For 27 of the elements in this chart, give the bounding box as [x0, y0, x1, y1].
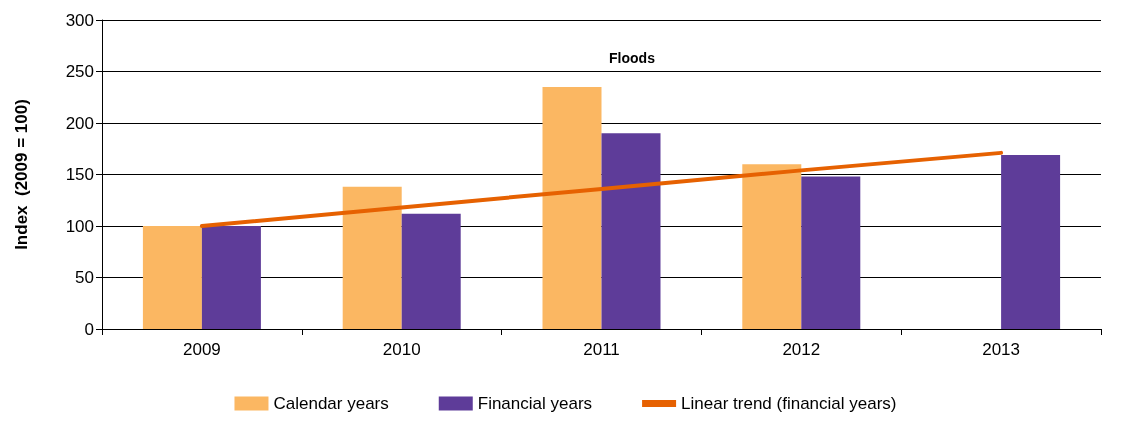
- y-axis-title: Index (2009 = 100): [12, 99, 31, 250]
- x-tick-label: 2010: [382, 340, 421, 359]
- bar: [342, 186, 402, 329]
- bar: [742, 164, 802, 329]
- text: Floods: [609, 50, 656, 66]
- bar: [201, 226, 261, 329]
- y-tick-label: 100: [65, 216, 94, 236]
- line-series: [199, 150, 1004, 228]
- legend-label: Calendar years: [273, 394, 389, 413]
- y-tick-label: 300: [65, 10, 94, 30]
- y-tick-label: 0: [84, 319, 94, 339]
- x-tick-label: 2012: [782, 340, 821, 359]
- y-tick-label: 200: [65, 113, 94, 133]
- bar: [1001, 154, 1061, 329]
- x-tick-label: 2011: [583, 340, 620, 359]
- y-tick-label: 250: [65, 62, 94, 81]
- bar: [142, 226, 202, 329]
- bar: [401, 213, 461, 329]
- y-tick-label: 150: [65, 165, 94, 184]
- legend-label: Financial years: [477, 394, 593, 413]
- bar: [601, 133, 661, 329]
- y-tick-label: 50: [75, 268, 94, 287]
- x-tick-label: 2013: [982, 340, 1021, 359]
- bar: [542, 86, 602, 329]
- bar: [801, 176, 861, 329]
- x-tick-label: 2009: [182, 340, 221, 359]
- legend-label: Linear trend (financial years): [681, 394, 897, 413]
